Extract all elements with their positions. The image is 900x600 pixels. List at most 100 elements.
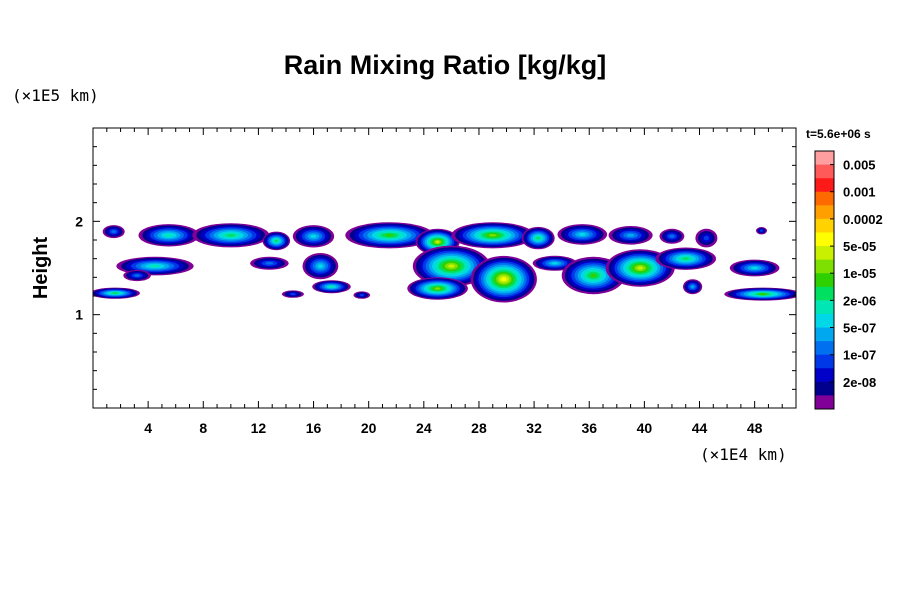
contour-level xyxy=(578,232,586,236)
colorbar-segment xyxy=(815,178,834,193)
rain-cell xyxy=(724,287,796,301)
rain-cell xyxy=(116,256,194,276)
contour-level xyxy=(112,292,118,295)
x-tick-label: 44 xyxy=(692,420,708,436)
contour-level xyxy=(759,292,767,296)
x-tick-label: 12 xyxy=(251,420,267,436)
plot-frame xyxy=(92,127,797,409)
colorbar-segment xyxy=(815,286,834,301)
rain-cell xyxy=(262,231,291,251)
rain-cell xyxy=(192,223,270,248)
contour-level xyxy=(590,273,597,278)
x-tick-label: 16 xyxy=(306,420,322,436)
contour-level xyxy=(359,293,364,297)
colorbar-segment xyxy=(815,232,834,247)
contour-level xyxy=(134,274,140,277)
rain-cell xyxy=(292,225,335,248)
colorbar-segment xyxy=(815,368,834,383)
contour-level xyxy=(165,233,173,237)
y-unit-label: (×1E5 km) xyxy=(12,86,99,105)
colorbar-segment xyxy=(815,218,834,233)
contour-level xyxy=(751,266,759,270)
colorbar-segment xyxy=(815,313,834,328)
x-tick-label: 28 xyxy=(471,420,487,436)
rain-cell xyxy=(353,291,371,299)
rain-cell xyxy=(729,259,780,277)
colorbar-segment xyxy=(815,300,834,315)
contour-level xyxy=(329,285,334,288)
colorbar-label: 0.005 xyxy=(843,158,876,173)
x-unit-label: (×1E4 km) xyxy=(700,445,787,464)
colorbar-label: 5e-07 xyxy=(843,321,876,336)
colorbar-segment xyxy=(815,151,834,165)
contour-level xyxy=(434,287,441,290)
colorbar-label: 1e-05 xyxy=(843,266,876,281)
rain-cell xyxy=(93,287,140,299)
contour-level xyxy=(637,266,644,270)
rain-cell xyxy=(312,280,351,294)
colorbar-label: 0.0002 xyxy=(843,212,883,227)
colorbar-segment xyxy=(815,354,834,369)
contour-level xyxy=(435,240,440,244)
contour-level xyxy=(290,292,296,296)
contour-level xyxy=(626,233,635,237)
chart-title: Rain Mixing Ratio [kg/kg] xyxy=(284,50,607,80)
contour-level xyxy=(448,264,455,268)
rain-cell xyxy=(532,255,577,271)
x-tick-label: 36 xyxy=(581,420,597,436)
colorbar-label: 2e-06 xyxy=(843,293,876,308)
contour-level xyxy=(551,262,558,265)
colorbar-label: 0.001 xyxy=(843,185,876,200)
contour-level xyxy=(691,285,695,288)
x-tick-label: 20 xyxy=(361,420,377,436)
contour-level xyxy=(226,234,236,237)
colorbar-segment xyxy=(815,381,834,396)
contour-level xyxy=(317,264,323,268)
rain-cell xyxy=(756,227,767,235)
contour-level xyxy=(669,234,675,238)
rain-cell xyxy=(407,277,468,300)
colorbar-segment xyxy=(815,341,834,355)
rain-cell xyxy=(659,228,685,244)
contour-level xyxy=(682,257,690,260)
contour-level xyxy=(111,230,116,233)
x-tick-label: 48 xyxy=(747,420,763,436)
colorbar-label: 1e-07 xyxy=(843,348,876,363)
contour-level xyxy=(703,235,710,241)
time-label: t=5.6e+06 s xyxy=(806,127,871,141)
colorbar-segment xyxy=(815,205,834,220)
y-axis-label: Height xyxy=(30,237,52,300)
rain-cell xyxy=(655,247,716,270)
colorbar-frame xyxy=(814,150,835,410)
rain-cell xyxy=(683,279,703,295)
rain-cell xyxy=(412,245,490,287)
contour-level xyxy=(488,234,497,237)
rain-cell xyxy=(345,222,434,249)
colorbar: 0.005 0.001 0.0002 5e-05 1e-05 2e-06 5e-07 1e-0… xyxy=(814,150,883,410)
y-tick-label: 1 xyxy=(75,307,83,323)
rain-cell xyxy=(695,228,718,248)
rain-cell xyxy=(451,222,535,249)
x-tick-label: 4 xyxy=(144,420,152,436)
rain-cell xyxy=(557,224,608,245)
x-tick-label: 24 xyxy=(416,420,432,436)
contour-level xyxy=(150,264,160,268)
colorbar-label: 5e-05 xyxy=(843,239,876,254)
contour-level xyxy=(385,234,394,237)
colorbar-segment xyxy=(815,246,834,260)
contour-level xyxy=(760,229,763,232)
plot-area xyxy=(93,222,796,303)
colorbar-label: 2e-08 xyxy=(843,375,876,390)
rain-cell xyxy=(138,224,200,247)
colorbar-segment xyxy=(815,273,834,288)
colorbar-segment xyxy=(815,259,834,274)
rain-cell xyxy=(250,256,289,270)
contour-level xyxy=(501,277,507,282)
contour-level xyxy=(274,239,278,243)
contour-level xyxy=(265,262,274,265)
rain-cell xyxy=(608,226,653,245)
contour-level xyxy=(310,234,317,238)
rain-cell xyxy=(302,253,339,280)
